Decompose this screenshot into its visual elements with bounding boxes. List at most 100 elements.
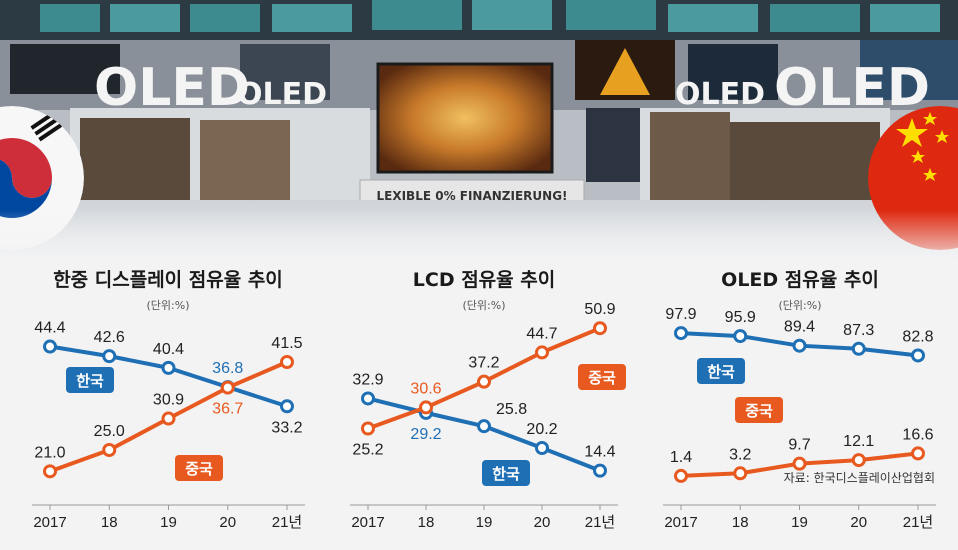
korea-data-point	[43, 339, 57, 354]
korea-legend-label: 한국	[707, 363, 735, 381]
chart-lcd-share: LCD 점유율 추이 (단위:%) 2017 18 19 20 21년 32.9 29.2 25.…	[350, 269, 626, 531]
oled-logo-right-small: OLED	[675, 77, 765, 112]
x-tick-label: 19	[476, 514, 493, 531]
trigram	[30, 111, 63, 142]
ceiling-screen	[472, 0, 552, 30]
china-flag-star	[911, 150, 925, 163]
ceiling-screen	[110, 4, 180, 32]
korea-data-label: 14.4	[584, 444, 615, 461]
ceiling-screen	[668, 4, 758, 32]
china-data-label: 21.0	[34, 444, 65, 461]
china-data-point	[792, 456, 807, 471]
x-tick-label: 18	[418, 514, 435, 531]
x-tick-label: 21년	[585, 514, 616, 531]
china-flag-star	[923, 168, 937, 181]
x-tick-label: 20	[534, 514, 551, 531]
korea-legend-label: 한국	[76, 372, 104, 390]
x-tick-label: 21년	[903, 514, 934, 531]
china-data-label: 44.7	[526, 325, 557, 342]
china-data-label: 41.5	[271, 335, 302, 352]
china-data-label: 9.7	[788, 437, 810, 454]
korea-legend-label: 한국	[492, 465, 520, 483]
korea-data-label: 29.2	[410, 426, 441, 443]
korea-data-point	[911, 348, 925, 363]
korea-data-label: 36.8	[212, 360, 243, 377]
oled-logo-right: OLED	[774, 58, 930, 118]
ceiling-screen	[372, 0, 462, 30]
unit-label: (단위:%)	[463, 299, 506, 312]
korea-data-label: 44.4	[34, 320, 65, 337]
unit-label: (단위:%)	[147, 299, 190, 312]
korea-data-point	[535, 441, 549, 455]
korea-data-label: 97.9	[665, 306, 696, 323]
korea-data-point	[851, 341, 866, 356]
china-data-point	[43, 464, 57, 479]
korea-data-label: 87.3	[843, 322, 874, 339]
taegeuk-red	[0, 138, 52, 198]
tv-screen	[586, 108, 642, 182]
x-tick-label: 20	[850, 514, 867, 531]
korea-data-label: 33.2	[271, 419, 302, 436]
korea-data-label: 25.8	[496, 401, 527, 418]
china-data-label: 1.4	[670, 449, 692, 466]
china-data-point	[220, 380, 235, 395]
china-data-label: 36.7	[212, 401, 243, 418]
tv-room-right	[650, 112, 730, 202]
x-tick-label: 18	[732, 514, 749, 531]
ceiling-screen	[566, 0, 656, 30]
china-data-label: 50.9	[584, 301, 615, 318]
oled-logo-left-small: OLED	[237, 77, 327, 112]
china-legend-label: 중국	[745, 402, 773, 420]
china-legend-tag	[735, 397, 783, 423]
china-data-point	[477, 374, 491, 389]
china-data-point	[593, 321, 607, 336]
china-legend-tag	[578, 364, 626, 390]
tv-screen	[688, 44, 778, 100]
china-data-point	[911, 446, 925, 461]
korea-data-label: 82.8	[902, 328, 933, 345]
china-data-point	[674, 468, 688, 483]
korea-data-label: 40.4	[153, 341, 184, 358]
china-data-point	[161, 411, 176, 426]
china-data-point	[361, 421, 375, 436]
chart-title: OLED 점유율 추이	[721, 269, 879, 291]
china-flag-star	[923, 112, 937, 125]
china-legend-tag	[175, 455, 223, 481]
x-tick-label: 2017	[33, 514, 66, 531]
oled-logo-left: OLED	[94, 58, 250, 118]
x-tick-label: 21년	[272, 514, 303, 531]
finance-banner-text: LEXIBLE 0% FINANZIERUNG!	[376, 189, 567, 203]
chart-display-share: 한중 디스플레이 점유율 추이 (단위:%) 2017 18 19 20 21년 44.4 42…	[32, 269, 305, 531]
x-tick-label: 2017	[664, 514, 697, 531]
korea-data-label: 95.9	[725, 309, 756, 326]
chart-area	[0, 262, 958, 550]
ceiling-screen	[272, 4, 352, 32]
x-tick-label: 19	[791, 514, 808, 531]
china-data-point	[102, 443, 117, 457]
korea-legend-tag	[697, 358, 745, 384]
china-data-point	[733, 466, 748, 481]
korea-data-point	[161, 360, 176, 375]
ceiling-screen	[190, 4, 260, 32]
chart-title: LCD 점유율 추이	[413, 269, 555, 291]
x-tick-label: 19	[160, 514, 177, 531]
ceiling-screen	[870, 4, 940, 32]
korea-legend-tag	[482, 460, 530, 486]
korea-data-label: 42.6	[94, 329, 125, 346]
photo-fade	[0, 210, 958, 270]
china-data-point	[419, 400, 433, 415]
china-legend-label: 중국	[588, 369, 616, 387]
china-data-label: 16.6	[902, 426, 933, 443]
china-flag-star	[896, 118, 928, 147]
ceiling-screen	[770, 4, 860, 32]
taegeuk-blue	[0, 158, 52, 218]
china-data-label: 25.2	[352, 441, 383, 458]
china-data-point	[851, 453, 866, 468]
china-data-label: 37.2	[468, 355, 499, 372]
china-data-label: 30.6	[410, 380, 441, 397]
store-photo: LEXIBLE 0% FINANZIERUNG! OLED OLED OLED …	[0, 0, 958, 270]
china-data-label: 12.1	[843, 433, 874, 450]
x-tick-label: 20	[219, 514, 236, 531]
korea-data-point	[477, 419, 491, 434]
tv-main	[376, 62, 554, 174]
